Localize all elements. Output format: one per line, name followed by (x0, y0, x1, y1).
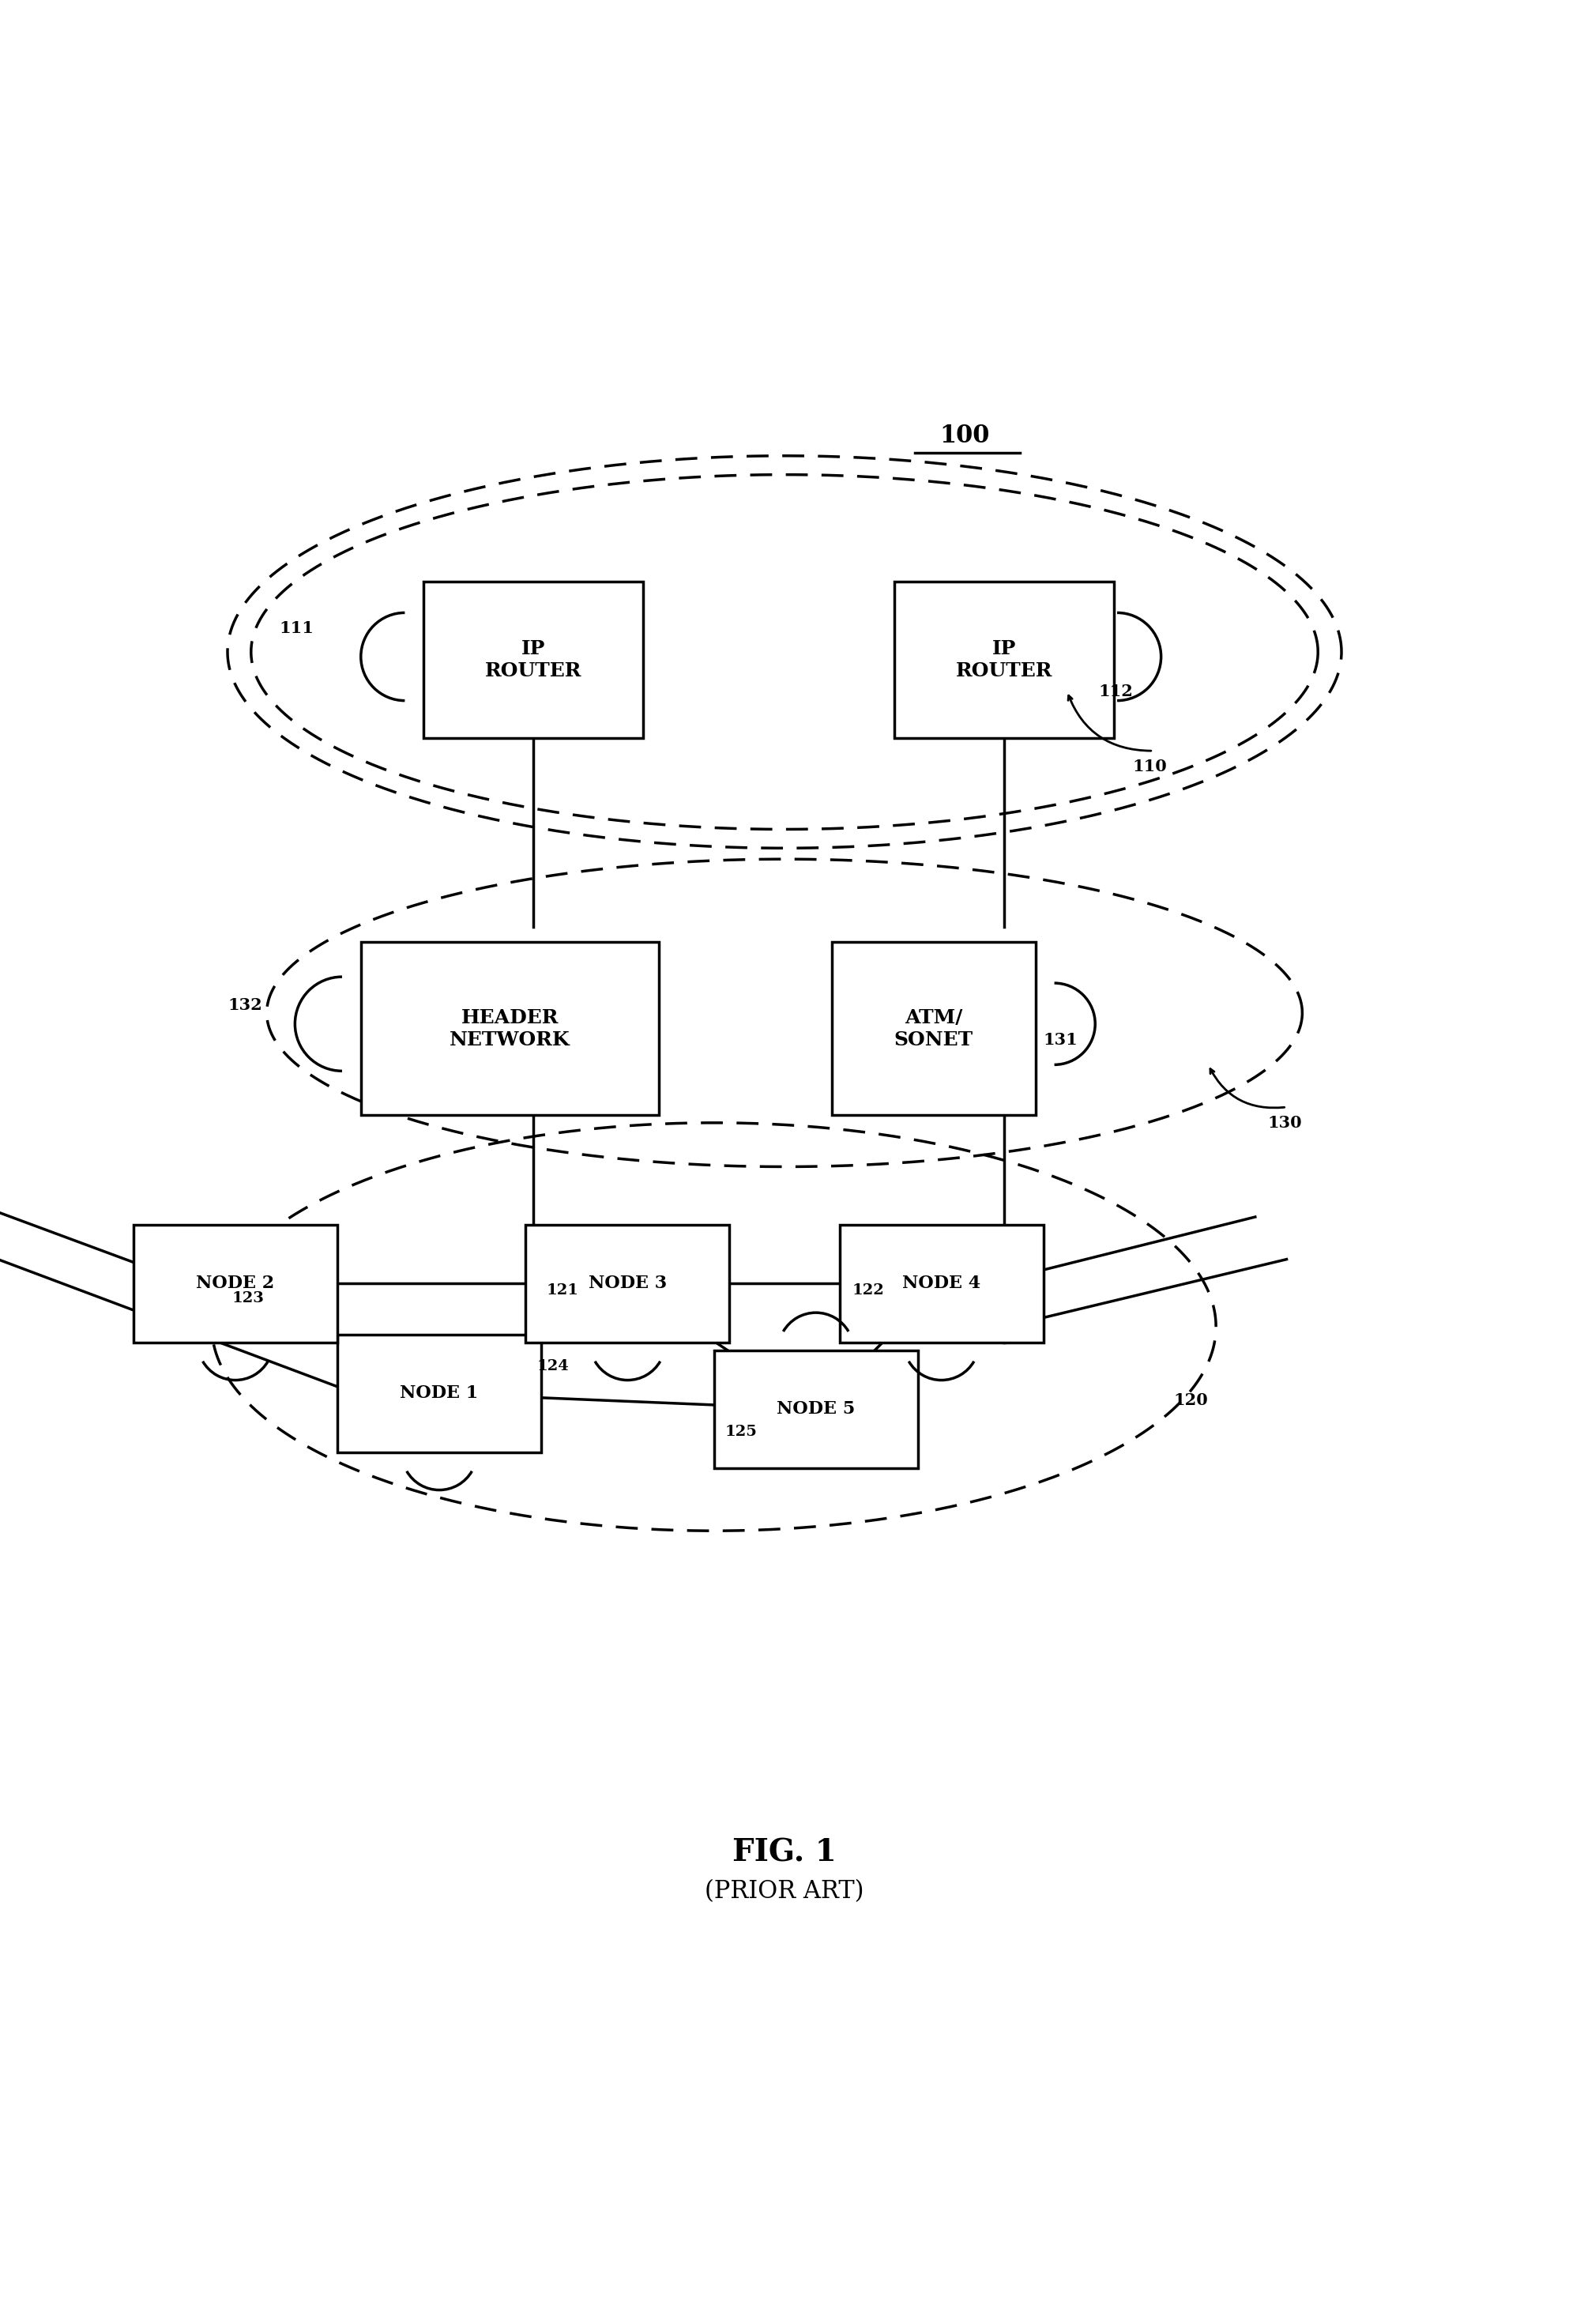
Text: 131: 131 (1043, 1032, 1078, 1048)
Text: HEADER
NETWORK: HEADER NETWORK (450, 1009, 570, 1048)
Bar (133, 1225, 337, 1343)
Text: ATM/
SONET: ATM/ SONET (894, 1009, 973, 1048)
Text: IP
ROUTER: IP ROUTER (485, 639, 582, 681)
Text: NODE 4: NODE 4 (902, 1276, 981, 1292)
Text: 110: 110 (1133, 758, 1167, 774)
Bar (337, 1334, 541, 1452)
Text: 112: 112 (1098, 683, 1133, 700)
Text: 130: 130 (1268, 1116, 1302, 1132)
Text: NODE 1: NODE 1 (400, 1385, 479, 1401)
Text: IP
ROUTER: IP ROUTER (956, 639, 1053, 681)
Text: 132: 132 (228, 997, 262, 1013)
Bar (894, 581, 1114, 739)
Text: (PRIOR ART): (PRIOR ART) (704, 1880, 865, 1903)
Text: 121: 121 (546, 1283, 579, 1297)
Text: 123: 123 (232, 1292, 265, 1306)
Text: 120: 120 (1174, 1392, 1208, 1408)
Bar (832, 941, 1036, 1116)
Bar (361, 941, 659, 1116)
Bar (839, 1225, 1043, 1343)
Bar (526, 1225, 730, 1343)
Text: 122: 122 (852, 1283, 885, 1297)
Text: 111: 111 (279, 621, 314, 637)
Text: 124: 124 (537, 1360, 570, 1373)
Text: FIG. 1: FIG. 1 (733, 1838, 836, 1868)
Text: NODE 2: NODE 2 (196, 1276, 275, 1292)
Text: 100: 100 (940, 423, 990, 449)
Text: 125: 125 (725, 1425, 758, 1439)
Text: NODE 5: NODE 5 (777, 1401, 855, 1418)
Text: NODE 3: NODE 3 (588, 1276, 667, 1292)
Bar (424, 581, 643, 739)
Bar (714, 1350, 918, 1469)
